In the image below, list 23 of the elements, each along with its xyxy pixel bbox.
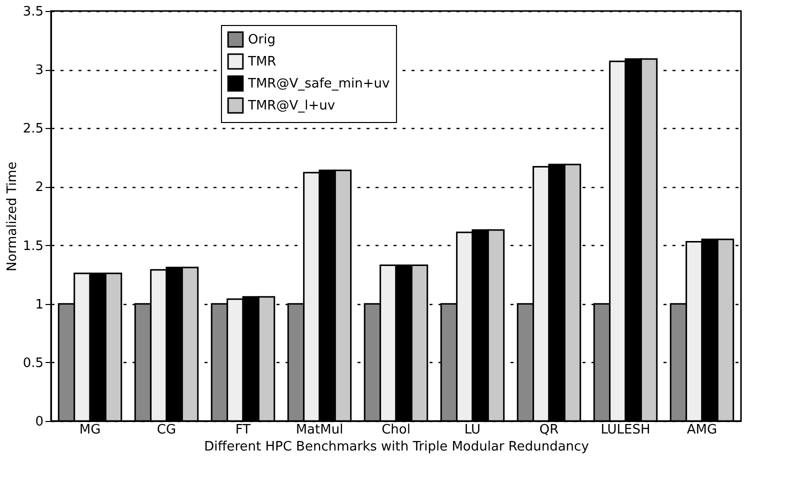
x-tick-label: LU	[464, 422, 481, 438]
y-tick-label: 3.5	[22, 4, 44, 20]
x-tick-label: LULESH	[600, 422, 650, 438]
y-axis-title: Normalized Time	[4, 162, 20, 272]
legend-label: Orig	[248, 32, 276, 48]
legend-label: TMR	[247, 54, 276, 70]
x-tick-label: QR	[539, 422, 559, 438]
x-tick-label: CG	[156, 422, 176, 438]
x-tick-label: MatMul	[296, 422, 344, 438]
y-tick-label: 1.5	[22, 238, 44, 254]
y-tick-label: 1	[35, 297, 44, 312]
x-tick-label: AMG	[686, 422, 718, 438]
y-tick-label: 2	[35, 180, 44, 196]
x-tick-label: Chol	[382, 422, 410, 438]
x-tick-label: FT	[235, 422, 251, 438]
y-tick-label: 2.5	[22, 122, 44, 137]
x-axis-title: Different HPC Benchmarks with Triple Modular Redundancy	[204, 440, 590, 454]
legend-label: TMR@V_l+uv	[247, 98, 336, 114]
y-tick-label: 3	[35, 63, 44, 78]
y-tick-label: 0	[35, 414, 44, 430]
y-tick-label: 0.5	[22, 356, 44, 371]
legend-label: TMR@V_safe_min+uv	[247, 76, 390, 92]
x-tick-label: MG	[79, 422, 101, 438]
